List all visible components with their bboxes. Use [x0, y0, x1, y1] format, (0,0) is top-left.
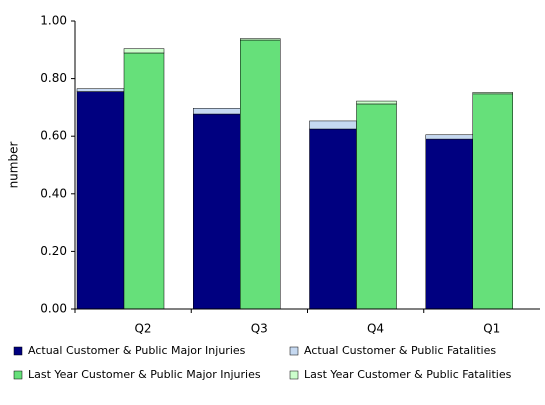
bar-segment — [76, 91, 125, 310]
y-tick-label: 0.20 — [40, 244, 67, 258]
y-tick-label: 0.60 — [40, 129, 67, 143]
y-tick-label: 0.00 — [40, 302, 67, 316]
bar-segment — [240, 38, 281, 41]
x-tick-label: Q3 — [251, 322, 268, 336]
legend-label: Actual Customer & Public Major Injuries — [28, 344, 246, 357]
bar-segment — [193, 108, 241, 115]
x-tick-label: Q4 — [367, 322, 384, 336]
bar-segment — [193, 113, 241, 310]
legend-label: Last Year Customer & Public Major Injuri… — [28, 368, 261, 381]
y-tick-label: 0.40 — [40, 186, 67, 200]
bar-segment — [123, 52, 165, 310]
bar-segment — [309, 120, 357, 130]
bar-segment — [472, 93, 513, 310]
x-tick-label: Q1 — [483, 322, 500, 336]
legend-swatch — [13, 370, 23, 380]
x-tick-label: Q2 — [134, 322, 151, 336]
bar-segment — [356, 100, 397, 105]
legend-swatch — [13, 346, 23, 356]
legend-swatch — [289, 370, 299, 380]
bar-segment — [240, 39, 281, 310]
bar-segment — [309, 128, 357, 310]
bar-segment — [472, 92, 513, 95]
legend-label: Last Year Customer & Public Fatalities — [304, 368, 512, 381]
y-axis-label: number — [7, 142, 21, 189]
bar-segment — [356, 103, 397, 310]
y-tick-label: 0.80 — [40, 71, 67, 85]
bar-segment — [425, 138, 473, 310]
legend-label: Actual Customer & Public Fatalities — [304, 344, 496, 357]
y-tick-label: 1.00 — [40, 14, 67, 28]
legend-swatch — [289, 346, 299, 356]
bar-segment — [76, 88, 125, 92]
bar-segment — [123, 48, 165, 54]
bar-segment — [425, 134, 473, 140]
